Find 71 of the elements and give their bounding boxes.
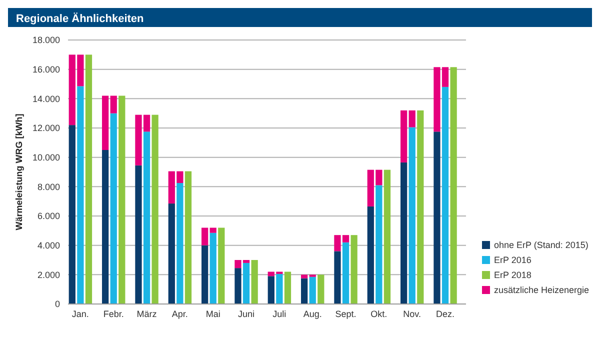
bar	[242, 262, 250, 304]
y-tick-label: 16.000	[32, 64, 60, 74]
bar	[135, 165, 142, 304]
bar	[268, 276, 274, 304]
bar	[102, 96, 109, 150]
bar	[168, 204, 175, 304]
bar	[234, 268, 242, 304]
bar	[110, 96, 117, 114]
bar	[350, 235, 358, 304]
y-tick-label: 2.000	[37, 270, 60, 280]
x-tick-label: Mai	[206, 309, 220, 319]
bar	[201, 228, 208, 246]
bar	[85, 54, 92, 304]
bar	[442, 86, 449, 304]
bar	[318, 274, 324, 304]
y-tick-label: 0	[54, 299, 60, 310]
bar	[367, 206, 374, 304]
bar	[376, 185, 382, 304]
bar	[77, 86, 84, 304]
bar	[201, 245, 208, 304]
bar	[300, 274, 308, 278]
y-tick-label: 18.000	[32, 35, 60, 46]
x-tick-label: Apr.	[172, 309, 188, 319]
bar	[408, 127, 416, 304]
bar	[251, 260, 258, 304]
bar	[210, 228, 216, 233]
x-tick-label: Nov.	[403, 309, 422, 319]
chart-title: Regionale Ähnlichkeiten	[16, 12, 144, 25]
bar	[210, 232, 216, 304]
bar	[300, 278, 308, 304]
legend-label: zusätzliche Heizenergie	[494, 285, 590, 295]
bar	[400, 162, 408, 304]
bar	[118, 96, 126, 304]
bar	[143, 132, 150, 304]
x-tick-label: Aug.	[303, 309, 322, 319]
bar	[102, 150, 109, 304]
bar	[408, 110, 416, 128]
bar	[184, 171, 192, 304]
bar	[218, 228, 225, 304]
x-tick-label: Jan.	[72, 309, 89, 319]
bar	[334, 251, 341, 304]
bar	[276, 274, 283, 304]
y-tick-label: 10.000	[32, 152, 60, 162]
bar	[110, 113, 117, 304]
bar	[434, 132, 440, 304]
x-tick-label: Febr.	[103, 309, 124, 319]
y-tick-label: 6.000	[37, 211, 60, 222]
bar	[284, 272, 292, 304]
x-tick-label: Dez.	[436, 309, 455, 319]
legend-label: ErP 2016	[494, 255, 532, 265]
bar	[384, 170, 391, 304]
y-tick-label: 12.000	[32, 123, 60, 134]
legend-label: ohne ErP (Stand: 2015)	[494, 240, 588, 250]
bar	[176, 183, 184, 304]
x-tick-label: Okt.	[370, 309, 388, 319]
legend-label: ErP 2018	[494, 270, 532, 280]
bar	[417, 110, 424, 304]
y-tick-label: 4.000	[37, 240, 60, 250]
x-tick-label: März	[136, 309, 158, 319]
bar	[342, 242, 350, 304]
bar	[450, 67, 457, 304]
x-tick-label: Juni	[238, 309, 255, 319]
bar	[309, 276, 316, 304]
y-tick-label: 8.000	[37, 182, 60, 192]
bar	[152, 114, 158, 304]
y-axis-title: Wärmeleistung WRG [kWh]	[14, 114, 24, 230]
bar	[68, 125, 76, 304]
y-tick-label: 14.000	[32, 94, 60, 104]
x-tick-label: Sept.	[335, 309, 356, 319]
bar	[400, 110, 408, 162]
x-tick-label: Juli	[272, 309, 286, 319]
